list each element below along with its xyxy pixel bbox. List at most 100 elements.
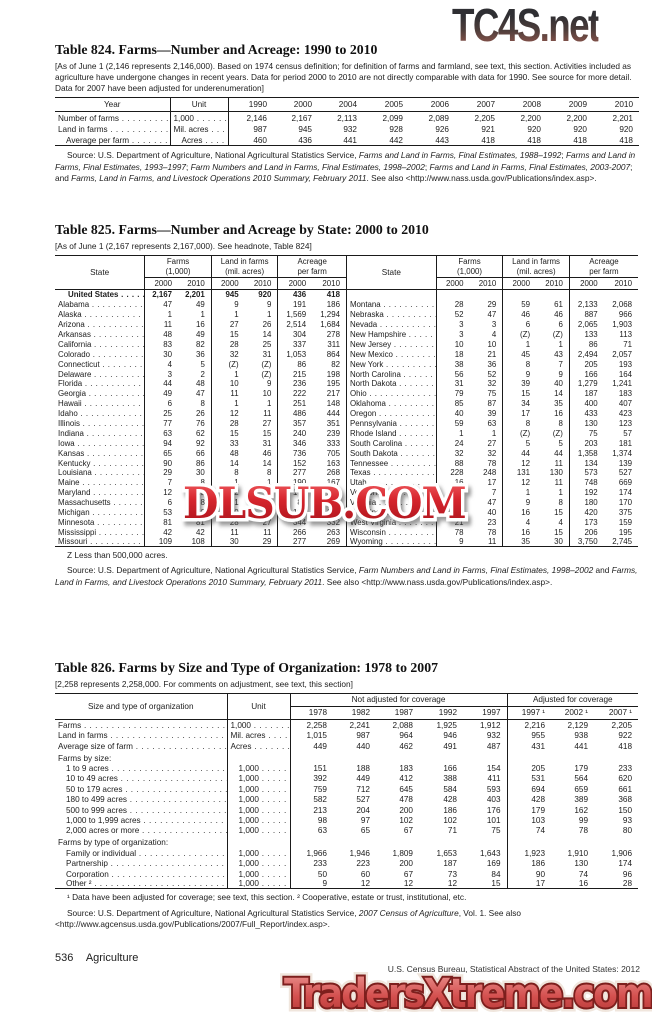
- year-header: 2002 ¹: [551, 706, 595, 720]
- cell-value: 187: [443, 859, 457, 869]
- row-label: New Hampshire: [345, 329, 437, 339]
- cell-value: 584: [443, 784, 457, 794]
- cell-value: [419, 751, 463, 763]
- cell-value: 18: [435, 348, 470, 359]
- cell-value: 1,946: [349, 848, 371, 858]
- row-label: Mil. acres: [226, 729, 290, 741]
- row-label: 1,000: [226, 719, 290, 730]
- cell-value: 1,053: [277, 348, 313, 359]
- cell-value: 47: [196, 389, 205, 399]
- cell-value: 564: [574, 774, 589, 784]
- row-label: 1,000 to 1,999 acres: [55, 815, 227, 825]
- cell-value: 418: [619, 136, 633, 146]
- cell-value: 205: [568, 358, 604, 369]
- cell-value: [506, 835, 552, 848]
- cell-value: 83: [144, 338, 179, 349]
- cell-value: 4: [502, 517, 537, 527]
- row-label: Partnership: [55, 858, 227, 868]
- cell-value: 10: [210, 378, 245, 389]
- source-title-italic: Farms and Land in Farms, Final Estimates…: [55, 150, 636, 172]
- cell-value: 357: [277, 418, 313, 428]
- table-row: Corporation1,00050 60 67 73 84 90 74 96: [55, 868, 638, 879]
- cell-value: 96: [622, 869, 633, 879]
- table-row: Minnesota81812827344332West Virginia2123…: [55, 517, 638, 527]
- source-title-italic: Farms, Land in Farms, and Livestock Oper…: [71, 172, 367, 183]
- cell-value: 332: [312, 517, 346, 527]
- table-row: Idaho25 26 12 11 486 444 Oregon40 39 17 16 433 423: [55, 408, 638, 419]
- cell-value: 4: [144, 358, 179, 369]
- cell-value: 123: [618, 418, 632, 428]
- cell-value: 1,906: [611, 848, 633, 858]
- cell-value: 3: [491, 320, 497, 330]
- column-header: Unit: [226, 693, 290, 720]
- cell-value: 278: [326, 329, 340, 339]
- table-row: 10 to 49 acres1,000392 449 412 388 411 531 564…: [55, 773, 638, 784]
- row-label: Virginia: [345, 497, 437, 508]
- cell-value: 15: [262, 428, 272, 438]
- cell-value: 193: [618, 359, 632, 369]
- watermark-tradersxtreme: TradersXtreme.com TradersXtreme.com Trad…: [280, 968, 652, 1021]
- cell-value: 75: [491, 826, 501, 836]
- cell-value: 75: [568, 427, 604, 438]
- row-label: United States: [55, 290, 145, 299]
- source-title-italic: 2007 Census of Agriculture: [358, 907, 459, 918]
- cell-value: 7: [491, 488, 497, 498]
- column-header-state: State: [345, 255, 437, 291]
- cell-value: 10: [262, 389, 272, 399]
- cell-value: 14: [554, 389, 563, 399]
- column-header: 2004: [318, 97, 363, 112]
- cell-value: [333, 835, 376, 847]
- cell-value: 102: [443, 815, 457, 825]
- table-row: Iowa94 92 33 31 346 333 South Carolina24 27 5 5 20…: [55, 437, 638, 448]
- cell-value: 436: [277, 289, 313, 300]
- year-header: 2010: [244, 277, 278, 291]
- cell-value: 42: [144, 526, 179, 537]
- column-header: 2008: [501, 97, 547, 112]
- cell-value: [594, 751, 638, 763]
- cell-value: 27: [245, 517, 278, 527]
- cell-value: 39: [502, 378, 537, 389]
- cell-value: 180: [568, 497, 604, 508]
- cell-value: 920: [258, 290, 272, 300]
- row-label: New Jersey: [345, 338, 437, 349]
- cell-value: 2,065: [568, 319, 604, 330]
- cell-value: 26: [262, 320, 272, 330]
- cell-value: 62: [196, 428, 205, 438]
- cell-value: 52: [435, 309, 470, 320]
- cell-value: 98: [289, 814, 333, 825]
- cell-value: 2,129: [567, 720, 589, 730]
- row-label: 1,000: [226, 868, 290, 879]
- cell-value: 389: [574, 795, 589, 805]
- cell-value: 251: [277, 398, 313, 409]
- cell-value: 14: [262, 329, 272, 339]
- cell-value: 431: [506, 740, 552, 751]
- row-label: Delaware: [55, 369, 145, 379]
- row-label: Idaho: [55, 408, 145, 418]
- table-row: Family or individual1,0001,966 1,946 1,809…: [55, 847, 638, 858]
- cell-value: 82: [196, 339, 205, 349]
- cell-value: 16: [196, 320, 205, 330]
- cell-value: 920: [573, 125, 587, 135]
- cell-value: 159: [618, 517, 632, 527]
- cell-value: 28: [435, 299, 470, 310]
- cell-value: 81: [144, 517, 179, 527]
- cell-value: 33: [210, 437, 245, 448]
- row-label: Connecticut: [55, 359, 145, 369]
- cell-value: 49: [196, 329, 205, 339]
- cell-value: 28: [210, 418, 245, 428]
- cell-value: 21: [435, 517, 470, 527]
- header-row: State Farms (1,000) Land in farms (mil. …: [55, 255, 638, 291]
- cell-value: 15: [210, 427, 245, 438]
- cell-value: 921: [481, 125, 495, 135]
- cell-value: 1,809: [392, 848, 414, 858]
- cell-value: 1: [245, 497, 278, 507]
- table-row: Georgia49 47 11 10 222 217 Ohio79 75 15 14 187 183: [55, 388, 638, 399]
- cell-value: 26: [196, 409, 205, 419]
- row-label: Arizona: [55, 319, 145, 329]
- cell-value: 174: [618, 859, 633, 869]
- cell-value: 77: [144, 418, 179, 428]
- row-label: 1,000: [169, 111, 228, 123]
- cell-value: 25: [262, 339, 272, 349]
- row-label: Wyoming: [345, 536, 437, 547]
- cell-value: 486: [277, 408, 313, 419]
